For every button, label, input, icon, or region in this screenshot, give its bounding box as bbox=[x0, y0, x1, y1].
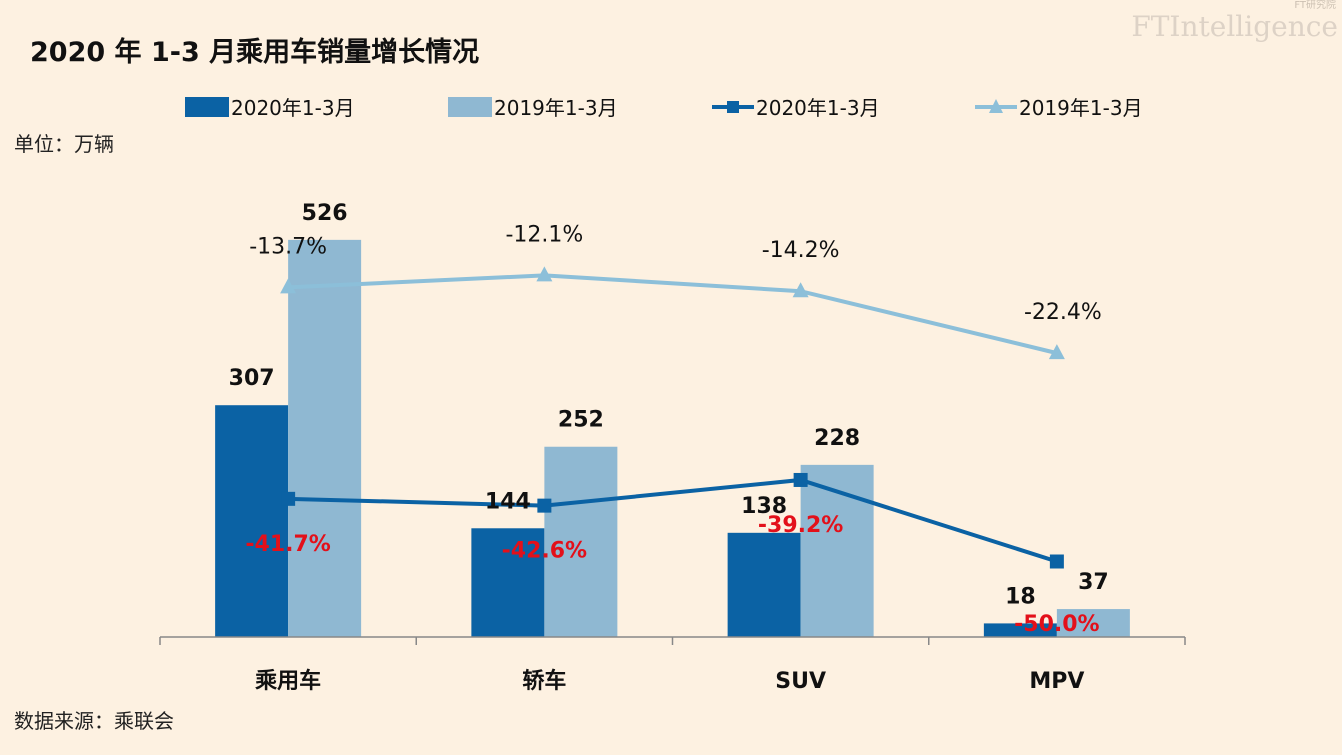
legend-bar-2019: 2019年1-3月 bbox=[448, 92, 618, 121]
chart-title: 2020 年 1-3 月乘用车销量增长情况 bbox=[30, 37, 480, 68]
bar bbox=[471, 528, 545, 637]
data-point-square bbox=[1049, 554, 1064, 569]
series-line bbox=[288, 477, 1058, 564]
bar-value-label: 526 bbox=[302, 201, 348, 226]
x-tick-label: SUV bbox=[775, 669, 826, 694]
bar bbox=[544, 446, 618, 637]
growth-rate-label: -13.7% bbox=[249, 234, 327, 259]
growth-rate-label: -14.2% bbox=[762, 238, 840, 263]
bar-value-label: 252 bbox=[558, 408, 604, 433]
growth-rate-label: -42.6% bbox=[502, 539, 587, 564]
bar bbox=[288, 239, 362, 637]
bar-value-label: 144 bbox=[485, 489, 531, 514]
legend-line-2019: 2019年1-3月 bbox=[973, 92, 1143, 121]
data-point-triangle bbox=[536, 266, 553, 282]
legend-label: 2019年1-3月 bbox=[494, 96, 618, 120]
bar-value-label: 228 bbox=[814, 426, 860, 451]
source-note: 数据来源：乘联会 bbox=[14, 709, 174, 733]
growth-rate-label: -50.0% bbox=[1014, 612, 1099, 637]
x-tick-label: 乘用车 bbox=[254, 668, 321, 694]
legend-swatch bbox=[185, 96, 229, 117]
bar-value-label: 138 bbox=[741, 494, 787, 519]
series-line bbox=[288, 273, 1058, 356]
bar bbox=[1056, 609, 1130, 637]
bar bbox=[983, 623, 1057, 637]
brand-logo: FTIntelligence bbox=[1131, 12, 1338, 42]
bar bbox=[727, 532, 801, 637]
unit-label: 单位：万辆 bbox=[14, 132, 114, 156]
data-point-triangle bbox=[1048, 344, 1065, 360]
triangle-marker-icon bbox=[975, 98, 1017, 113]
growth-rate-label: -39.2% bbox=[758, 513, 843, 538]
legend-bar-2020: 2020年1-3月 bbox=[185, 92, 355, 121]
logo-text: FTIntelligence bbox=[1131, 10, 1338, 43]
data-point-square bbox=[793, 472, 808, 487]
data-point-triangle bbox=[280, 278, 297, 294]
x-tick-label: MPV bbox=[1029, 669, 1084, 694]
bar bbox=[215, 405, 289, 637]
growth-rate-label: -22.4% bbox=[1024, 300, 1102, 325]
data-point-triangle bbox=[792, 282, 809, 298]
square-marker-icon bbox=[712, 100, 754, 113]
brand-logo-cn: FT研究院 bbox=[1294, 0, 1336, 11]
legend-label: 2020年1-3月 bbox=[756, 96, 880, 120]
bar-value-label: 307 bbox=[229, 366, 275, 391]
legend-label: 2019年1-3月 bbox=[1019, 96, 1143, 120]
data-point-square bbox=[537, 498, 552, 513]
legend-label: 2020年1-3月 bbox=[231, 96, 355, 120]
x-tick-label: 轿车 bbox=[522, 668, 566, 694]
legend-line-2020: 2020年1-3月 bbox=[710, 92, 880, 121]
data-point-square bbox=[281, 491, 296, 506]
bar-value-label: 37 bbox=[1078, 570, 1109, 595]
legend-swatch bbox=[448, 96, 492, 117]
growth-rate-label: -41.7% bbox=[245, 532, 330, 557]
bar-value-label: 18 bbox=[1005, 584, 1036, 609]
growth-rate-label: -12.1% bbox=[505, 222, 583, 247]
